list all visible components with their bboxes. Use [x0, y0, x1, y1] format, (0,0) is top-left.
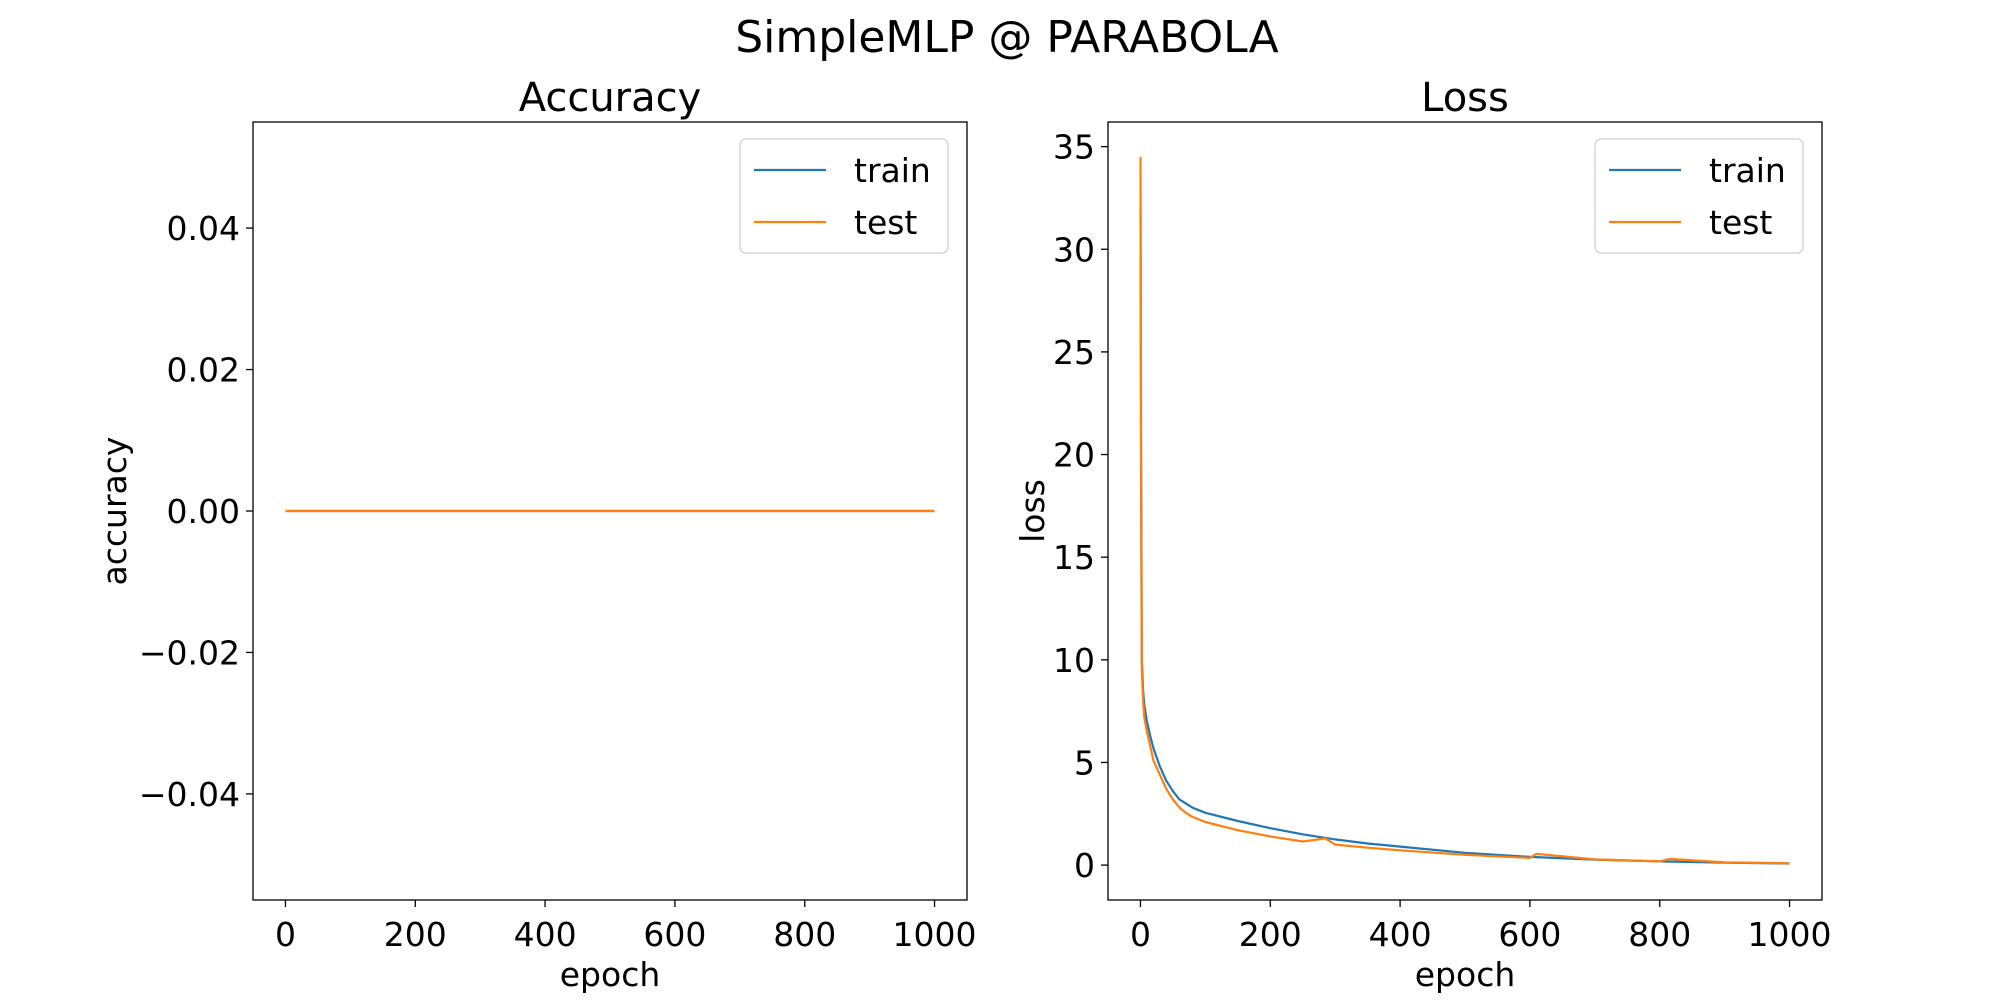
- legend-label-train: train: [1709, 151, 1786, 190]
- y-axis-label: loss: [1013, 479, 1052, 543]
- series-line-test: [1139, 156, 1790, 865]
- y-tick-label: 0.00: [167, 492, 240, 531]
- chart-title: Accuracy: [519, 75, 702, 121]
- legend-box: [739, 138, 949, 254]
- x-tick-label: 0: [1130, 915, 1151, 954]
- loss-chart: 0 200 400 600 800 1000 0 5 10 15 20 25 30 35 Loss epoch…: [1013, 75, 1832, 994]
- x-tick-label: 0: [275, 915, 296, 954]
- x-tick-label: 800: [773, 915, 836, 954]
- y-tick-label: 10: [1053, 641, 1095, 680]
- plot-frame: [1107, 121, 1823, 901]
- x-tick-label: 200: [1239, 915, 1302, 954]
- legend-label-test: test: [1709, 203, 1772, 242]
- y-tick-label: 25: [1053, 333, 1095, 372]
- y-tick-label: 0.04: [167, 209, 240, 248]
- x-tick-label: 1000: [893, 915, 977, 954]
- legend-label-train: train: [854, 151, 931, 190]
- legend-label-test: test: [854, 203, 917, 242]
- chart-title: Loss: [1421, 75, 1509, 121]
- x-axis-label: epoch: [1415, 955, 1516, 994]
- x-tick-label: 1000: [1748, 915, 1832, 954]
- x-tick-label: 200: [384, 915, 447, 954]
- x-axis-label: epoch: [560, 955, 661, 994]
- x-tick-label: 800: [1628, 915, 1691, 954]
- y-tick-label: −0.04: [139, 775, 240, 814]
- y-tick-label: 0: [1074, 846, 1095, 885]
- y-tick-label: 30: [1053, 230, 1095, 269]
- series-line-train: [1139, 208, 1790, 865]
- y-tick-label: 0.02: [167, 351, 240, 390]
- legend-box: [1594, 138, 1804, 254]
- y-tick-label: 20: [1053, 436, 1095, 475]
- accuracy-chart: 0 200 400 600 800 1000 −0.04 −0.02 0.00 0.02 0.04 A…: [95, 75, 977, 994]
- y-tick-label: 15: [1053, 538, 1095, 577]
- x-tick-label: 600: [1498, 915, 1561, 954]
- y-tick-label: 5: [1074, 743, 1095, 782]
- y-tick-label: 35: [1053, 128, 1095, 167]
- y-axis-label: accuracy: [95, 437, 134, 586]
- x-tick-label: 400: [1369, 915, 1432, 954]
- figure-suptitle: SimpleMLP @ PARABOLA: [735, 12, 1279, 63]
- x-tick-label: 400: [514, 915, 577, 954]
- y-tick-label: −0.02: [139, 633, 240, 672]
- x-tick-label: 600: [643, 915, 706, 954]
